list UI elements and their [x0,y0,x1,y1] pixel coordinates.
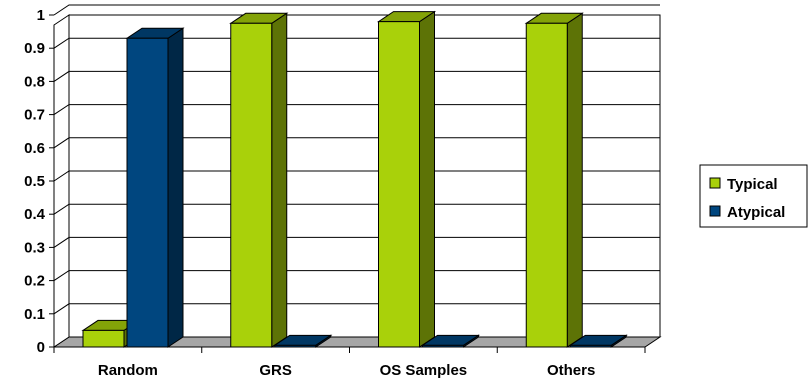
gridline [53,4,660,16]
gridline [53,270,660,282]
bar-front [230,22,273,348]
gridline [53,137,660,149]
y-tick-label: 0.9 [24,40,45,57]
bar-typical-os-samples [376,10,437,348]
bar-side [271,12,288,348]
y-tick-label: 0.2 [24,273,45,290]
bar-atypical-others [568,334,628,348]
legend-label-typical: Typical [727,176,778,193]
y-tick-label: 0.4 [24,206,46,223]
x-axis-category-labels: Random GRS OS Samples Others [98,362,595,379]
y-tick-label: 0.6 [24,140,45,157]
bar-typical-others [524,12,584,348]
legend-swatch-typical [709,177,721,189]
y-tick-label: 0.1 [24,306,45,323]
x-category-label: OS Samples [380,362,468,379]
gridline [53,104,660,116]
legend-box [699,164,808,228]
gridline [53,70,660,82]
bar-typical-grs [229,12,289,348]
bar-front [378,21,420,348]
x-category-label: Random [98,362,158,379]
bar-atypical-os-samples [420,334,481,348]
y-axis-tick-labels: 0 0.1 0.2 0.3 0.4 0.5 0.6 0.7 0.8 0.9 1 [24,7,46,356]
gridline [53,203,660,215]
bar-side [419,10,435,348]
legend-label-atypical: Atypical [727,204,785,221]
y-tick-label: 0 [37,339,45,356]
bar-side [566,12,583,348]
bar-front [274,344,317,348]
gridline [53,37,660,49]
y-tick-label: 0.8 [24,73,45,90]
x-category-label: GRS [259,362,292,379]
bars [81,10,628,348]
y-tick-label: 0.5 [24,173,45,190]
bar-side [167,27,184,348]
bar-front [422,344,464,348]
bar-front [82,329,125,348]
gridline [53,236,660,248]
legend: Typical Atypical [699,164,808,228]
legend-swatch-atypical [709,205,721,217]
bar-atypical-grs [273,334,333,348]
x-category-label: Others [547,362,595,379]
bar-atypical-random [125,27,185,348]
y-tick-label: 0.7 [24,107,45,124]
gridline [53,170,660,182]
gridline [53,303,660,315]
bar-front [569,344,612,348]
y-tick-label: 0.3 [24,239,45,256]
bar-front [126,37,169,348]
gridlines [53,4,660,315]
y-tick-label: 1 [37,7,45,24]
side-wall [53,14,70,348]
bar-front [525,22,568,348]
